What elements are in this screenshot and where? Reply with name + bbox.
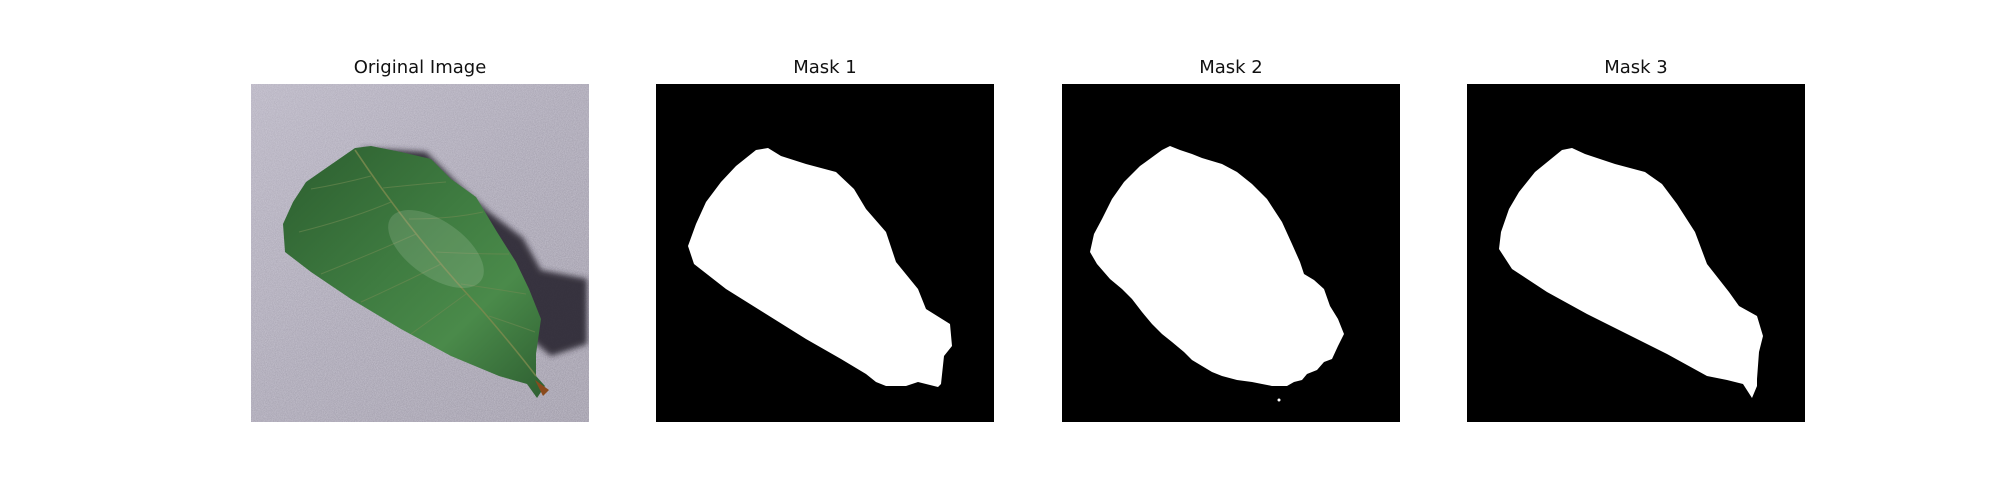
mask-2-image <box>1062 84 1400 422</box>
panel-title-mask-1: Mask 1 <box>656 57 994 78</box>
original-leaf-image <box>251 84 589 422</box>
panel-title-mask-2: Mask 2 <box>1062 57 1400 78</box>
panel-title-original: Original Image <box>251 57 589 78</box>
mask-3-image <box>1467 84 1805 422</box>
mask-1-image <box>656 84 994 422</box>
panel-title-mask-3: Mask 3 <box>1467 57 1805 78</box>
